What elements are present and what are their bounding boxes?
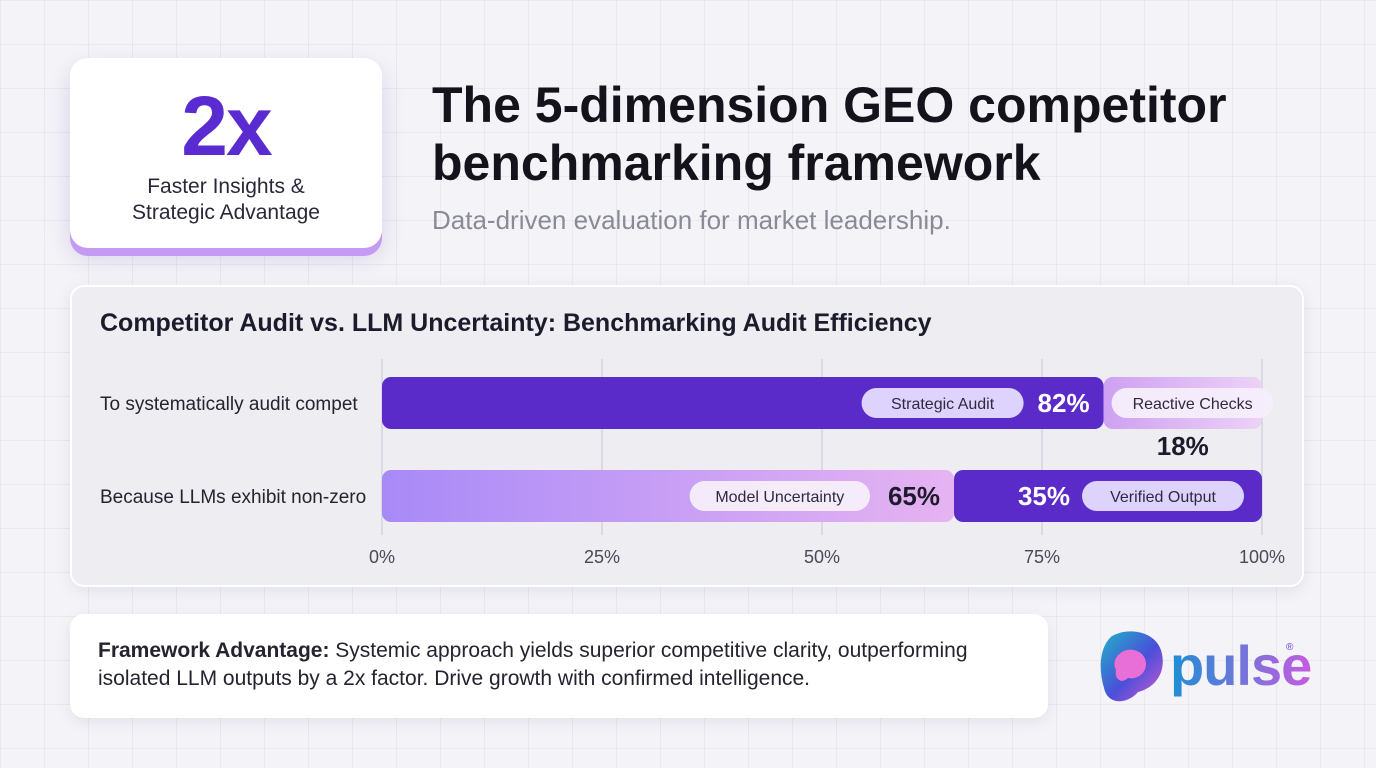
x-tick-label: 100% <box>1239 547 1285 567</box>
chart-panel: Competitor Audit vs. LLM Uncertainty: Be… <box>70 285 1304 587</box>
x-tick-label: 25% <box>584 547 620 567</box>
segment-label-pill <box>861 388 1024 418</box>
segment-label: Reactive Checks <box>1133 396 1253 413</box>
pulse-logo-text: pulse <box>1170 626 1312 706</box>
segment-value-label: 65% <box>888 481 940 511</box>
x-tick-label: 75% <box>1024 547 1060 567</box>
segment-value-label: 35% <box>1018 481 1070 511</box>
pulse-logo-icon <box>1100 631 1163 702</box>
segment-value-label: 82% <box>1038 388 1090 418</box>
stat-caption-line1: Faster Insights & <box>147 175 305 198</box>
segment-value-label: 18% <box>1157 431 1209 461</box>
segment-label-pill <box>689 481 870 511</box>
pulse-logo-reg-mark: ® <box>1286 642 1294 653</box>
segment-label: Strategic Audit <box>891 396 995 413</box>
x-tick-label: 50% <box>804 547 840 567</box>
stat-card: 2x Faster Insights & Strategic Advantage <box>70 58 382 248</box>
page-title-line1: The 5-dimension GEO competitor <box>432 77 1227 133</box>
segment-label: Verified Output <box>1110 489 1216 506</box>
footer-note: Framework Advantage: Systemic approach y… <box>70 614 1048 718</box>
x-tick-label: 0% <box>369 547 395 567</box>
stat-value: 2x <box>181 79 272 173</box>
category-label: Because LLMs exhibit non-zero <box>100 487 366 508</box>
segment-label-pill <box>1111 388 1274 418</box>
page-title: The 5-dimension GEO competitor benchmark… <box>432 76 1332 192</box>
bar-chart: 0% 25% 50% 75% 100% To systematically audit c… <box>100 359 1285 567</box>
page-title-line2: benchmarking framework <box>432 135 1041 191</box>
segment-label-pill <box>1082 481 1244 511</box>
page-subtitle: Data-driven evaluation for market leader… <box>432 205 951 235</box>
chart-title: Competitor Audit vs. LLM Uncertainty: Be… <box>100 309 932 337</box>
pulse-logo: pulse ® <box>1098 626 1318 710</box>
segment-label: Model Uncertainty <box>715 489 844 506</box>
footer-bold-label: Framework Advantage: <box>98 639 330 662</box>
stat-caption-line2: Strategic Advantage <box>132 201 320 224</box>
footer-text: Systemic approach yields superior compet… <box>98 639 968 690</box>
category-label: To systematically audit compet <box>100 394 358 415</box>
stat-caption: Faster Insights & Strategic Advantage <box>70 174 382 226</box>
